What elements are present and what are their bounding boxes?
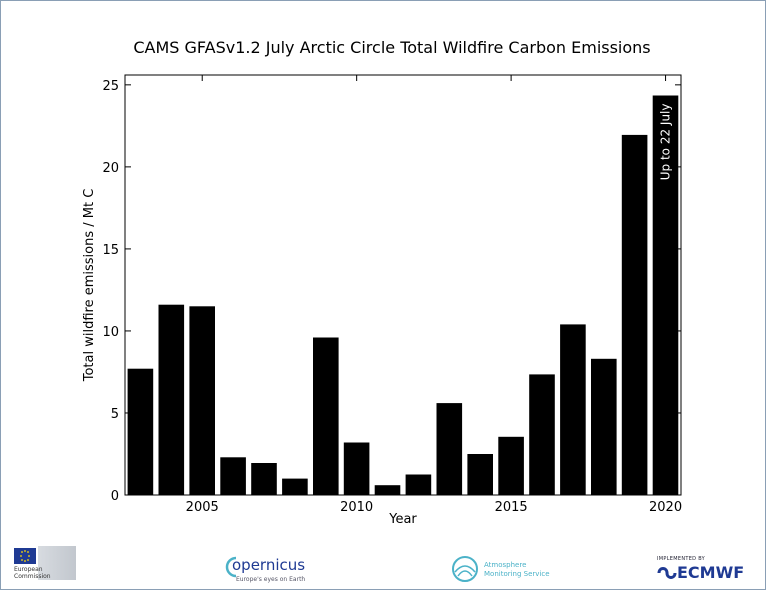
plot-frame [124,74,682,496]
ecmwf-implemented-by: IMPLEMENTED BY [657,556,706,562]
ecmwf-logo: IMPLEMENTED BY ECMWF [655,556,750,586]
bar-2004 [158,304,185,495]
bar-2014 [467,454,493,495]
y-axis: 0 5 10 15 20 25 [102,79,681,504]
y-tick-label: 5 [111,407,119,422]
bar-2005 [189,306,215,495]
copernicus-tagline: Europe's eyes on Earth [236,576,306,583]
atmosphere-monitoring-logo: Atmosphere Monitoring Service [450,554,560,586]
bar-2006 [220,457,246,495]
y-tick-label: 15 [102,243,119,258]
eu-logo-text: European Commission [14,566,51,580]
bar-2010 [343,442,370,495]
x-tick-label: 2010 [340,500,373,515]
y-axis-title: Total wildfire emissions / Mt C [82,189,97,383]
berlaymont-building-icon [38,546,76,580]
y-tick-label: 25 [102,79,119,94]
copernicus-swirl-icon [225,556,237,578]
x-axis-title: Year [388,512,417,527]
ams-text: Atmosphere Monitoring Service [484,561,550,579]
bar-2018 [591,358,617,495]
annotation-group: Up to 22 July [659,104,673,181]
x-tick-label: 2015 [495,500,528,515]
bar-2007 [251,463,277,495]
bar-2003 [127,368,154,495]
y-tick-label: 20 [102,161,119,176]
eu-flag-icon [14,548,36,564]
copernicus-logo: opernicus Europe's eyes on Earth [222,554,322,584]
ecmwf-name: ECMWF [677,563,745,582]
bar-2013 [436,403,463,495]
bar-2012 [405,474,432,495]
ecmwf-swirl-icon [657,567,677,579]
x-tick-label: 2005 [186,500,219,515]
x-axis: 2005 2010 2015 2020 [186,75,682,515]
x-tick-label: 2020 [649,500,682,515]
bar-2017 [560,324,586,495]
bar-2011 [374,485,401,495]
ams-line-2: Monitoring Service [484,570,550,578]
bar-2015 [498,436,524,495]
footer-logos: European Commission opernicus Europe's e… [0,540,768,592]
bar-2008 [282,478,308,495]
bar-2019 [621,134,648,495]
european-commission-logo: European Commission [14,546,78,590]
ams-line-1: Atmosphere [484,561,527,569]
bar-series [127,95,679,495]
y-tick-label: 0 [111,489,119,504]
y-tick-label: 10 [102,325,119,340]
annotation-label: Up to 22 July [659,104,673,181]
wildfire-emissions-chart: CAMS GFASv1.2 July Arctic Circle Total W… [82,38,682,527]
copernicus-name: opernicus [232,556,306,574]
bar-2016 [529,374,555,495]
chart-title: CAMS GFASv1.2 July Arctic Circle Total W… [133,38,650,57]
bar-2020 [652,95,679,495]
atmosphere-globe-icon [452,556,478,582]
bar-2009 [313,337,339,495]
